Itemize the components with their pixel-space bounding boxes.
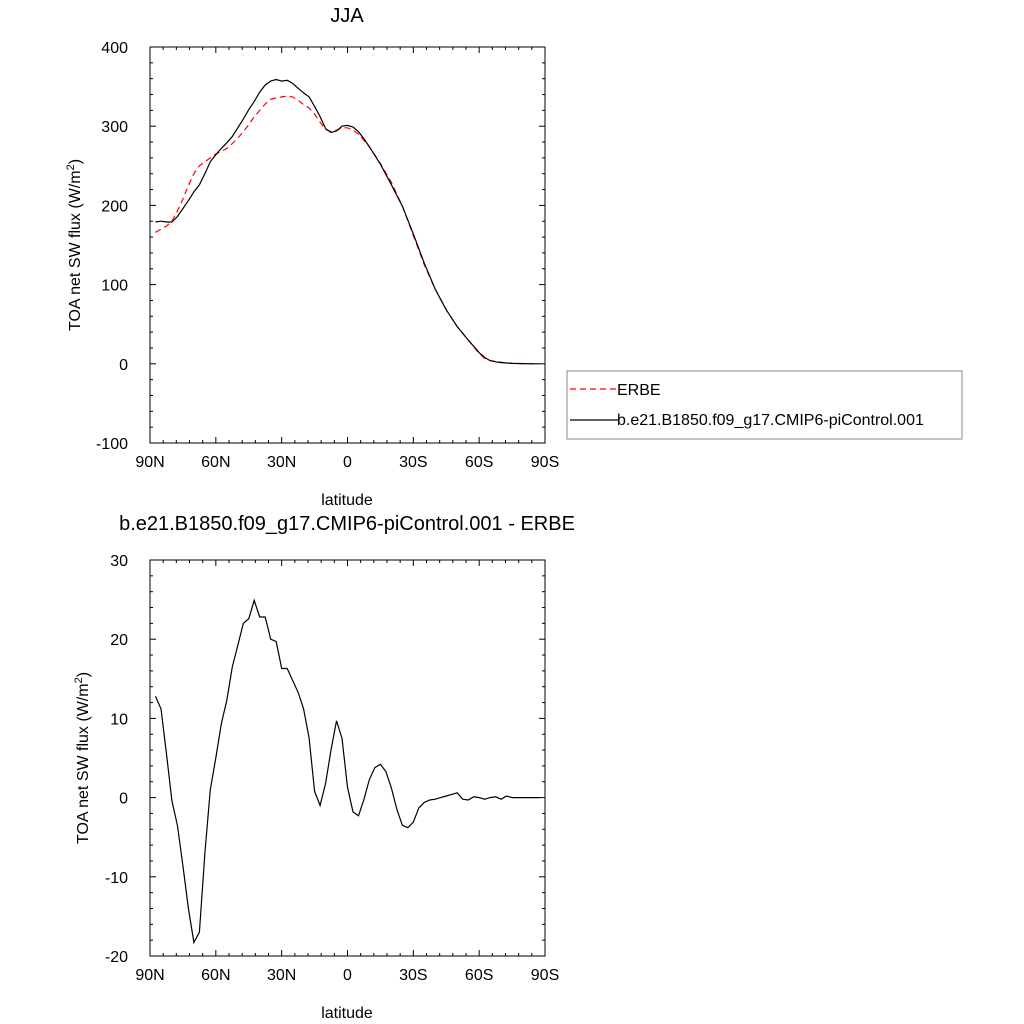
bottom-y-tick-label: -10: [105, 870, 128, 887]
top-ylabel-sup: 2: [65, 164, 77, 170]
top-chart-ylabel: TOA net SW flux (W/m2): [65, 159, 84, 331]
bottom-chart-ylabel: TOA net SW flux (W/m2): [73, 672, 92, 844]
legend-label-model: b.e21.B1850.f09_g17.CMIP6-piControl.001: [617, 412, 924, 429]
top-y-tick-label: 300: [101, 119, 128, 136]
top-y-tick-label: 400: [101, 40, 128, 57]
bottom-y-tick-label: 0: [119, 791, 128, 808]
top-chart-xlabel: latitude: [321, 492, 373, 509]
bottom-chart: b.e21.B1850.f09_g17.CMIP6-piControl.001 …: [73, 513, 575, 1022]
top-x-tick-label: 30S: [399, 454, 427, 471]
bottom-x-tick-label: 90N: [135, 967, 164, 984]
top-x-tick-label: 0: [343, 454, 352, 471]
bottom-ylabel-close: ): [75, 672, 92, 677]
bottom-x-tick-label: 30N: [267, 967, 296, 984]
bottom-ylabel-text: TOA net SW flux (W/m: [75, 683, 92, 844]
legend: ERBE b.e21.B1850.f09_g17.CMIP6-piControl…: [566, 370, 963, 440]
bottom-plot-frame: [149, 559, 546, 957]
bottom-ylabel-sup: 2: [73, 677, 85, 683]
bottom-y-tick-label: -20: [105, 949, 128, 966]
bottom-y-tick-label: 10: [110, 711, 128, 728]
bottom-y-tick-label: 30: [110, 553, 128, 570]
top-x-tick-label: 60N: [201, 454, 230, 471]
bottom-x-tick-label: 0: [343, 967, 352, 984]
bottom-x-tick-label: 90S: [531, 967, 559, 984]
bottom-ticks: [149, 559, 546, 957]
bottom-series-line-0: [154, 598, 540, 945]
legend-box: [566, 370, 963, 440]
top-tick-labels: 90N 60N 30N 0 30S 60S 90S -100 0 100 200 300 400: [96, 40, 559, 471]
top-y-tick-label: -100: [96, 436, 128, 453]
top-x-tick-label: 90N: [135, 454, 164, 471]
bottom-tick-labels: 90N 60N 30N 0 30S 60S 90S -20 -10 0 10 20 30: [105, 553, 559, 984]
top-y-tick-label: 200: [101, 198, 128, 215]
bottom-x-tick-label: 30S: [399, 967, 427, 984]
top-y-tick-label: 100: [101, 278, 128, 295]
top-chart: JJA TOA net SW flux (W/m2) latitude 90N 6…: [65, 5, 559, 509]
top-ylabel-text: TOA net SW flux (W/m: [67, 170, 84, 331]
bottom-chart-xlabel: latitude: [321, 1005, 373, 1022]
top-ticks: [149, 46, 546, 444]
bottom-series: [154, 598, 540, 945]
bottom-x-tick-label: 60N: [201, 967, 230, 984]
bottom-y-tick-label: 20: [110, 632, 128, 649]
legend-label-erbe: ERBE: [617, 382, 661, 399]
top-y-tick-label: 0: [119, 357, 128, 374]
top-x-tick-label: 30N: [267, 454, 296, 471]
bottom-x-tick-label: 60S: [465, 967, 493, 984]
top-x-tick-label: 90S: [531, 454, 559, 471]
top-ylabel-close: ): [67, 159, 84, 164]
top-series: [155, 78, 540, 365]
top-series-line-0: [155, 95, 540, 365]
bottom-chart-title: b.e21.B1850.f09_g17.CMIP6-piControl.001 …: [119, 513, 575, 535]
top-x-tick-label: 60S: [465, 454, 493, 471]
top-plot-frame: [149, 46, 546, 444]
top-chart-title: JJA: [330, 5, 364, 27]
top-series-line-1: [155, 78, 540, 365]
